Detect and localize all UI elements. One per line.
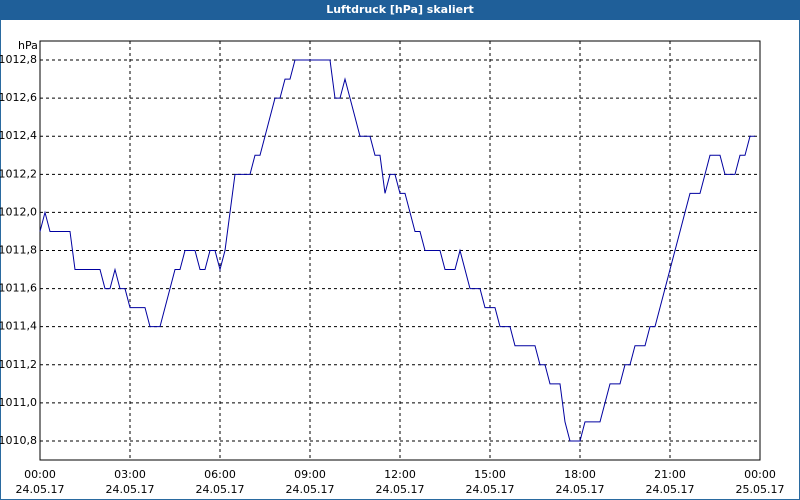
x-tick-label: 15:00 [474, 468, 506, 481]
y-tick-label: 1012,2 [0, 167, 37, 180]
y-tick-label: 1011,6 [0, 282, 37, 295]
y-tick-label: 1011,8 [0, 244, 37, 257]
x-tick-date: 24.05.17 [376, 483, 425, 496]
x-tick-label: 09:00 [294, 468, 326, 481]
y-unit: hPa [18, 39, 38, 52]
x-tick-label: 21:00 [654, 468, 686, 481]
y-tick-label: 1010,8 [0, 434, 37, 447]
x-tick-label: 12:00 [384, 468, 416, 481]
x-tick-label: 00:00 [24, 468, 56, 481]
x-tick-date: 24.05.17 [16, 483, 65, 496]
x-tick-label: 00:00 [744, 468, 776, 481]
chart-title: Luftdruck [hPa] skaliert [326, 3, 474, 16]
x-tick-date: 24.05.17 [466, 483, 515, 496]
x-tick-date: 24.05.17 [106, 483, 155, 496]
y-tick-label: 1012,0 [0, 205, 37, 218]
x-tick-date: 24.05.17 [646, 483, 695, 496]
y-tick-label: 1012,6 [0, 91, 37, 104]
data-line [39, 59, 755, 442]
y-tick-label: 1011,0 [0, 396, 37, 409]
x-tick-label: 03:00 [114, 468, 146, 481]
x-tick-label: 06:00 [204, 468, 236, 481]
y-tick-label: 1012,8 [0, 53, 37, 66]
y-tick-label: 1011,4 [0, 320, 37, 333]
x-tick-date: 24.05.17 [286, 483, 335, 496]
y-tick-label: 1011,2 [0, 358, 37, 371]
x-tick-date: 25.05.17 [736, 483, 785, 496]
x-tick-label: 18:00 [564, 468, 596, 481]
x-tick-date: 24.05.17 [556, 483, 605, 496]
y-tick-label: 1012,4 [0, 129, 37, 142]
x-tick-date: 24.05.17 [196, 483, 245, 496]
title-bar [0, 0, 800, 20]
